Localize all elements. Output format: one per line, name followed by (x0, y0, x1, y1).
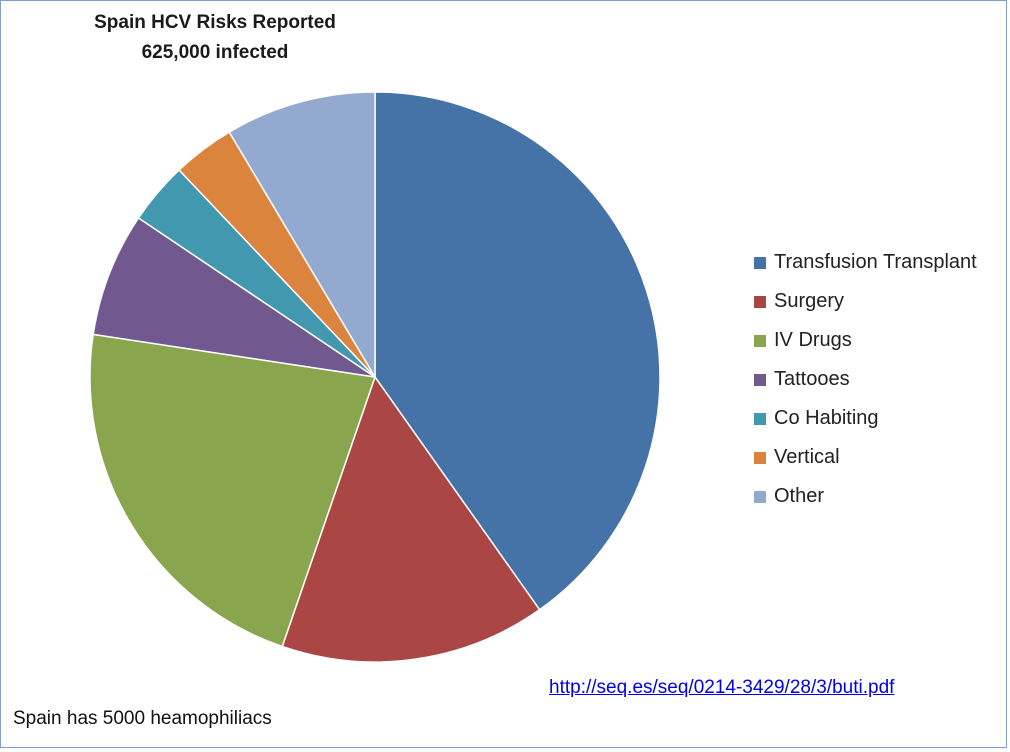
legend-item: Vertical (754, 438, 977, 477)
legend-item: Transfusion Transplant (754, 243, 977, 282)
legend-label: IV Drugs (774, 329, 852, 351)
legend-swatch (754, 256, 766, 269)
legend-label: Transfusion Transplant (774, 251, 977, 273)
pie-slice-tattooes (92, 216, 376, 378)
legend-swatch (754, 412, 766, 425)
pie-slice-transfusion-transplant (374, 91, 661, 611)
legend-swatch (754, 295, 766, 308)
legend-label: Co Habiting (774, 407, 879, 429)
legend-item: Co Habiting (754, 399, 977, 438)
legend-label: Vertical (774, 446, 840, 468)
footnote: Spain has 5000 heamophiliacs (13, 708, 272, 729)
legend-swatch (754, 334, 766, 347)
legend-swatch (754, 490, 766, 503)
pie-slice-other (228, 91, 376, 380)
chart-subtitle: 625,000 infected (141, 42, 289, 63)
pie-slice-iv-drugs (89, 333, 377, 648)
source-link[interactable]: http://seq.es/seq/0214-3429/28/3/buti.pd… (549, 677, 895, 698)
legend-item: Surgery (754, 282, 977, 321)
pie-slice-surgery (281, 375, 541, 663)
legend-label: Other (774, 485, 825, 507)
legend-item: Tattooes (754, 360, 977, 399)
chart-title: Spain HCV Risks Reported (94, 12, 336, 33)
legend-swatch (754, 451, 766, 464)
legend-item: Other (754, 477, 977, 516)
legend-label: Surgery (774, 290, 845, 312)
chart-legend: Transfusion Transplant Surgery IV Drugs Tat… (754, 243, 977, 516)
legend-label: Tattooes (774, 368, 850, 390)
chart-title-block: Spain HCV Risks Reported 625,000 infecte… (40, 8, 390, 68)
legend-swatch (754, 373, 766, 386)
legend-item: IV Drugs (754, 321, 977, 360)
